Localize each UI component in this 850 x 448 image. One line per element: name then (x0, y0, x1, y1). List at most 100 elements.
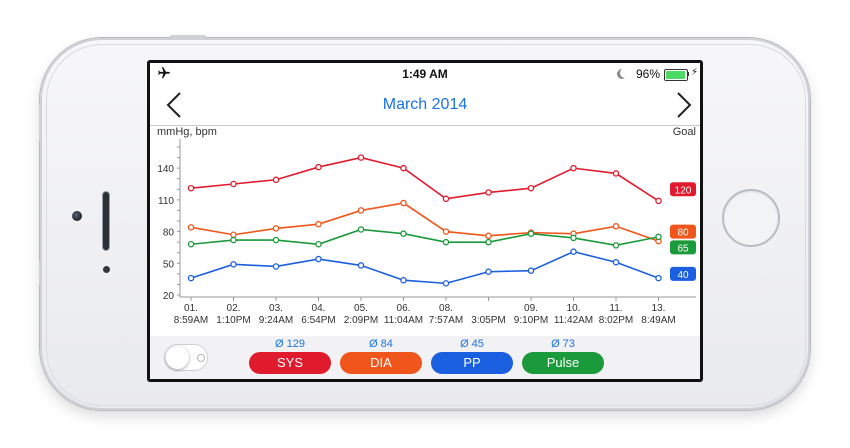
pulse-point (655, 233, 662, 241)
pulse-average: Ø 73 (551, 338, 575, 350)
dia-point (315, 220, 322, 228)
pulse-point (442, 238, 450, 246)
pulse-point (315, 241, 322, 248)
pp-point (612, 258, 620, 266)
pulse-line (190, 228, 659, 247)
battery-tip (687, 72, 689, 76)
sys-point (485, 189, 492, 196)
front-camera (72, 211, 82, 221)
pulse-point (187, 241, 195, 248)
sys-point (655, 197, 662, 205)
home-button[interactable] (722, 189, 780, 247)
pulse-point (485, 238, 492, 246)
pp-point (357, 262, 365, 269)
y-axis-label: mmHg, bpm (157, 126, 217, 138)
x-tick-time: 3:05PM (471, 315, 505, 326)
app-display: 1:49 AM 96% ⚡ March 2014 mmHg, bpm Goal … (150, 63, 700, 379)
pulse-button[interactable]: Pulse (522, 352, 604, 374)
chevron-right-icon[interactable] (672, 91, 696, 119)
dia-point (187, 224, 195, 231)
status-time: 1:49 AM (402, 67, 448, 81)
sys-goal-value: 120 (675, 185, 692, 196)
status-bar: 1:49 AM 96% ⚡ (150, 63, 700, 85)
x-tick-day: 08. (439, 303, 453, 314)
x-tick-time: 7:57AM (429, 315, 463, 326)
earpiece-speaker (103, 192, 109, 250)
summary-bar: Ø 129 SYS Ø 84 DIA Ø 45 PP Ø 73 Pulse (150, 336, 700, 379)
x-tick-time: 1:10PM (216, 315, 250, 326)
dia-point (442, 228, 450, 235)
pp-point (655, 274, 662, 282)
x-tick-day: 06. (397, 303, 411, 314)
display-toggle[interactable] (164, 344, 208, 371)
sys-button[interactable]: SYS (249, 352, 331, 374)
sys-point (400, 164, 407, 172)
pp-point (315, 255, 322, 263)
sys-line (190, 156, 659, 202)
battery-icon (664, 69, 688, 81)
x-tick-time: 8:49AM (641, 315, 675, 326)
pp-point (485, 268, 492, 275)
sys-point (527, 184, 535, 192)
pp-goal-badge (670, 266, 696, 281)
navigation-bar: March 2014 (150, 85, 700, 126)
dia-line (190, 202, 659, 242)
x-tick-time: 11:42AM (554, 315, 593, 326)
x-tick-day: 05. (354, 303, 368, 314)
airplane-icon (158, 67, 170, 79)
dia-point (230, 231, 237, 238)
x-tick-day: 09. (524, 303, 538, 314)
charging-bolt-icon: ⚡ (691, 67, 699, 78)
dia-point (400, 199, 407, 207)
x-tick-time: 9:10PM (514, 315, 548, 326)
mute-switch (39, 260, 42, 286)
dia-point (485, 232, 492, 240)
sys-point (570, 164, 577, 172)
chevron-left-icon[interactable] (162, 91, 186, 119)
blood-pressure-chart: mmHg, bpm Goal 20508011014001.8:59AM02.1… (157, 126, 696, 326)
y-tick-label: 80 (163, 228, 175, 239)
sys-point (357, 154, 365, 161)
dia-average: Ø 84 (369, 338, 393, 350)
pulse-point (272, 236, 280, 244)
dia-goal-value: 80 (677, 228, 689, 239)
sys-average: Ø 129 (275, 338, 305, 350)
battery-level-fill (666, 71, 686, 79)
x-tick-time: 11:04AM (384, 315, 423, 326)
x-tick-time: 8:59AM (174, 315, 208, 326)
x-tick-day: 01. (184, 303, 198, 314)
x-tick-time: 6:54PM (301, 315, 335, 326)
pp-button[interactable]: PP (431, 352, 513, 374)
volume-button (39, 104, 42, 142)
x-tick-day: 04. (312, 303, 326, 314)
dia-point (272, 225, 280, 232)
pp-point (272, 263, 280, 270)
sys-goal-badge (670, 182, 696, 197)
pp-point (570, 248, 577, 255)
sys-point (272, 176, 280, 184)
pp-line (190, 250, 659, 285)
pulse-goal-badge (670, 240, 696, 255)
pulse-point (612, 242, 620, 249)
x-tick-time: 2:09PM (344, 315, 378, 326)
pp-point (400, 276, 407, 284)
pp-point (230, 261, 237, 268)
toggle-off-indicator (197, 354, 205, 362)
month-title: March 2014 (382, 96, 468, 113)
sys-point (187, 184, 195, 192)
x-tick-day: 13. (652, 303, 666, 314)
pp-average: Ø 45 (460, 338, 484, 350)
dia-button[interactable]: DIA (340, 352, 422, 374)
pulse-point (527, 230, 535, 237)
pp-point (187, 274, 195, 282)
pp-point (527, 267, 535, 274)
dia-point (612, 223, 620, 230)
x-tick-time: 9:24AM (259, 315, 293, 326)
power-button (170, 35, 206, 38)
dia-point (357, 207, 365, 214)
pulse-point (357, 226, 365, 233)
sys-point (230, 180, 237, 188)
sensor-dot (103, 266, 110, 273)
pulse-point (230, 236, 237, 244)
x-tick-day: 02. (227, 303, 241, 314)
